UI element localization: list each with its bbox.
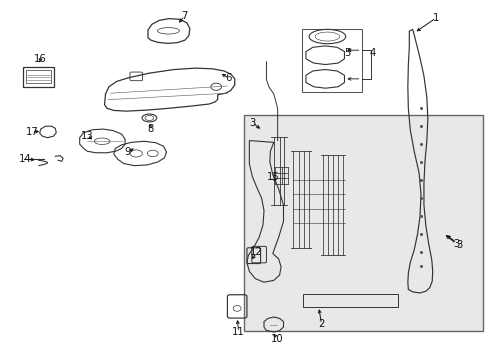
Text: 10: 10 [271,334,284,344]
Text: 14: 14 [19,154,31,164]
Text: 7: 7 [181,11,187,21]
Text: 5: 5 [343,48,349,58]
Text: 3: 3 [452,239,458,249]
Text: 15: 15 [266,172,279,183]
Text: 13: 13 [81,131,93,140]
Text: 4: 4 [368,48,375,58]
Text: 3: 3 [455,239,461,249]
Text: 12: 12 [250,247,263,257]
Text: 2: 2 [318,319,324,329]
Text: 11: 11 [232,327,244,337]
Text: 6: 6 [225,73,232,83]
FancyBboxPatch shape [244,116,483,330]
Text: 3: 3 [249,118,255,128]
Text: 8: 8 [147,124,154,134]
Text: 17: 17 [25,127,38,136]
Text: 16: 16 [34,54,47,64]
Text: 1: 1 [432,13,438,23]
Text: 9: 9 [124,147,131,157]
